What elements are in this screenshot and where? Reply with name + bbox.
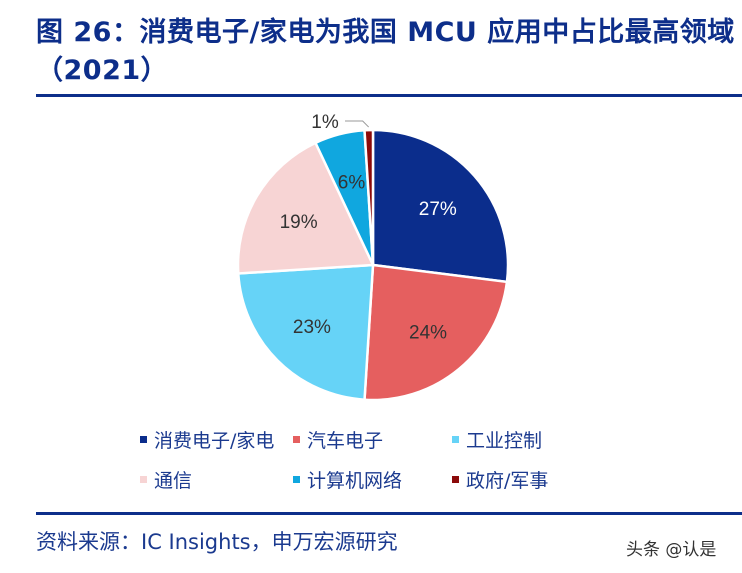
pie-slice: [236, 263, 375, 402]
legend-item: 计算机网络: [293, 466, 402, 493]
leader-line: [345, 120, 370, 128]
data-label: 24%: [409, 323, 447, 344]
pie-slice: [371, 128, 510, 284]
legend-label: 计算机网络: [307, 470, 403, 492]
legend-item: 通信: [140, 466, 192, 493]
title-rule: [36, 94, 742, 97]
legend-item: 消费电子/家电: [140, 426, 274, 453]
legend-swatch: [140, 476, 147, 483]
pie-slice: [363, 263, 509, 402]
legend-item: 政府/军事: [452, 466, 548, 493]
chart-title: 图 26：消费电子/家电为我国 MCU 应用中占比最高领域（2021）: [36, 17, 735, 86]
data-label: 27%: [419, 199, 457, 220]
legend-label: 消费电子/家电: [154, 430, 275, 452]
pie-slice: [236, 141, 375, 275]
data-label: 1%: [311, 112, 339, 133]
pie-slice: [363, 128, 375, 266]
legend-label: 汽车电子: [307, 430, 384, 452]
data-label: 23%: [293, 317, 331, 338]
legend-swatch: [293, 476, 300, 483]
legend-swatch: [452, 436, 459, 443]
legend-swatch: [452, 476, 459, 483]
legend-item: 工业控制: [452, 426, 542, 453]
legend-swatch: [140, 436, 147, 443]
legend-label: 政府/军事: [466, 470, 549, 492]
pie-chart: 27% 24% 23% 19% 6% 1%: [236, 112, 510, 402]
legend-label: 工业控制: [466, 430, 543, 452]
data-label: 19%: [280, 212, 318, 233]
legend-label: 通信: [154, 470, 193, 492]
legend-item: 汽车电子: [293, 426, 383, 453]
source-rule: [36, 512, 742, 515]
legend-swatch: [293, 436, 300, 443]
source-note: 资料来源：IC Insights，申万宏源研究: [36, 530, 398, 554]
watermark: 头条 @认是: [626, 540, 717, 560]
data-label: 6%: [338, 172, 366, 193]
